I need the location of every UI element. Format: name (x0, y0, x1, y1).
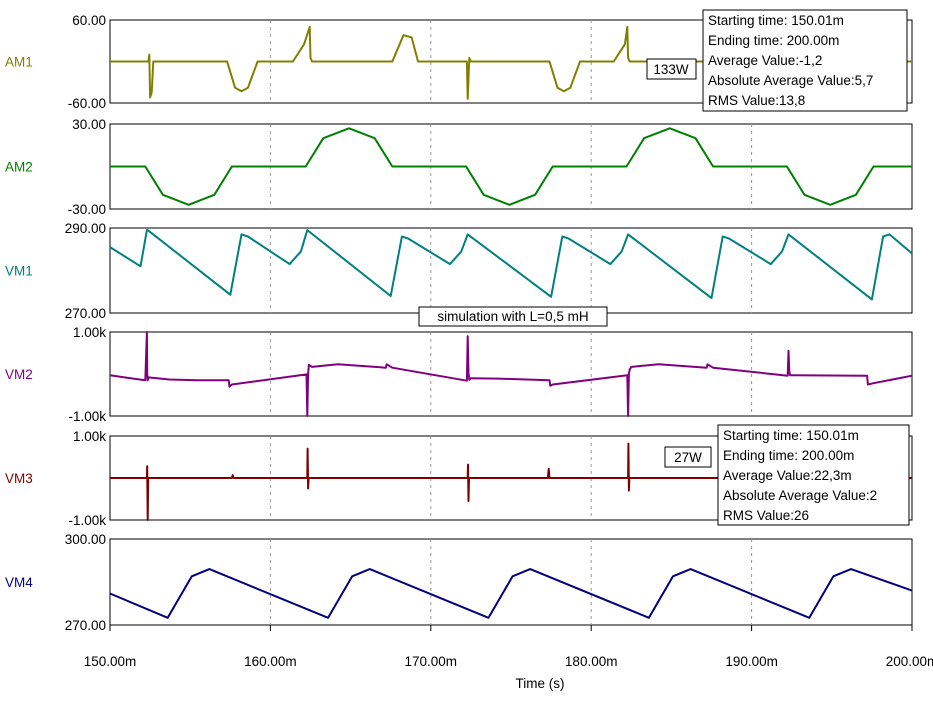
x-tick-label: 190.00m (725, 654, 778, 669)
x-tick-label: 200.00m (886, 654, 933, 669)
box1-rms: RMS Value:13,8 (708, 93, 805, 108)
y-tick-label: -1.00k (68, 513, 106, 528)
y-tick-label: 290.00 (65, 221, 106, 236)
power-label-133w: 133W (646, 58, 697, 80)
box2-absavg: Absolute Average Value:2 (723, 488, 877, 503)
y-tick-label: -30.00 (68, 202, 106, 217)
box1-start: Starting time: 150.01m (708, 13, 844, 28)
series-name: VM2 (5, 367, 33, 382)
panel-frame (109, 538, 913, 626)
power-label-27w: 27W (664, 446, 712, 468)
series-line-vm4 (109, 568, 913, 619)
y-tick-label: -1.00k (68, 409, 106, 424)
measurement-box-vm3: Starting time: 150.01m Ending time: 200.… (717, 424, 910, 526)
box1-avg: Average Value:-1,2 (708, 53, 822, 68)
series-name: AM2 (5, 160, 33, 175)
y-tick-label: 270.00 (65, 618, 106, 633)
box2-rms: RMS Value:26 (723, 508, 809, 523)
panel-vm4: 300.00 270.00 VM4 (5, 532, 913, 633)
series-line-am1 (110, 25, 912, 100)
box2-start: Starting time: 150.01m (723, 428, 859, 443)
series-line-vm2 (109, 331, 913, 417)
series-name: VM1 (5, 264, 33, 279)
box1-end: Ending time: 200.00m (708, 33, 839, 48)
series-name: VM3 (5, 471, 33, 486)
measurement-box-am1: Starting time: 150.01m Ending time: 200.… (702, 9, 908, 112)
box1-absavg: Absolute Average Value:5,7 (708, 73, 873, 88)
x-tick-label: 150.00m (84, 654, 137, 669)
panel-vm1: 290.00 270.00 VM1 (5, 221, 913, 321)
series-name: VM4 (5, 575, 33, 590)
simulation-label-text: simulation with L=0,5 mH (437, 309, 588, 324)
panel-am2: 30.00 -30.00 AM2 (5, 117, 913, 217)
series-line-am2 (110, 127, 912, 206)
panel-frame (109, 331, 913, 417)
y-tick-label: 1.00k (73, 325, 106, 340)
y-tick-label: 60.00 (72, 13, 106, 28)
panel-frame (109, 123, 913, 210)
y-tick-label: -60.00 (68, 96, 106, 111)
x-tick-label: 170.00m (405, 654, 458, 669)
y-tick-label: 1.00k (73, 429, 106, 444)
box2-end: Ending time: 200.00m (723, 448, 854, 463)
power-label-27w-text: 27W (674, 450, 702, 465)
power-label-133w-text: 133W (653, 62, 689, 77)
simulation-label: simulation with L=0,5 mH (418, 306, 608, 327)
x-axis-title: Time (s) (516, 676, 565, 691)
x-tick-label: 180.00m (565, 654, 618, 669)
y-tick-label: 30.00 (72, 117, 106, 132)
x-tick-label: 160.00m (244, 654, 297, 669)
series-line-vm3 (110, 442, 912, 521)
series-line-vm1 (109, 229, 913, 301)
y-tick-label: 270.00 (65, 306, 106, 321)
panel-frame (109, 227, 913, 314)
panel-vm2: 1.00k -1.00k VM2 (5, 325, 913, 424)
series-name: AM1 (5, 55, 33, 70)
x-axis: 150.00m 160.00m 170.00m 180.00m 190.00m 200.0… (84, 625, 933, 669)
box2-avg: Average Value:22,3m (723, 468, 852, 483)
y-tick-label: 300.00 (65, 532, 106, 547)
